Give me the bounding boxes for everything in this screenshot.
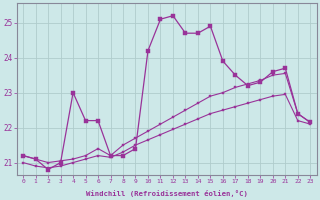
X-axis label: Windchill (Refroidissement éolien,°C): Windchill (Refroidissement éolien,°C) xyxy=(86,190,248,197)
